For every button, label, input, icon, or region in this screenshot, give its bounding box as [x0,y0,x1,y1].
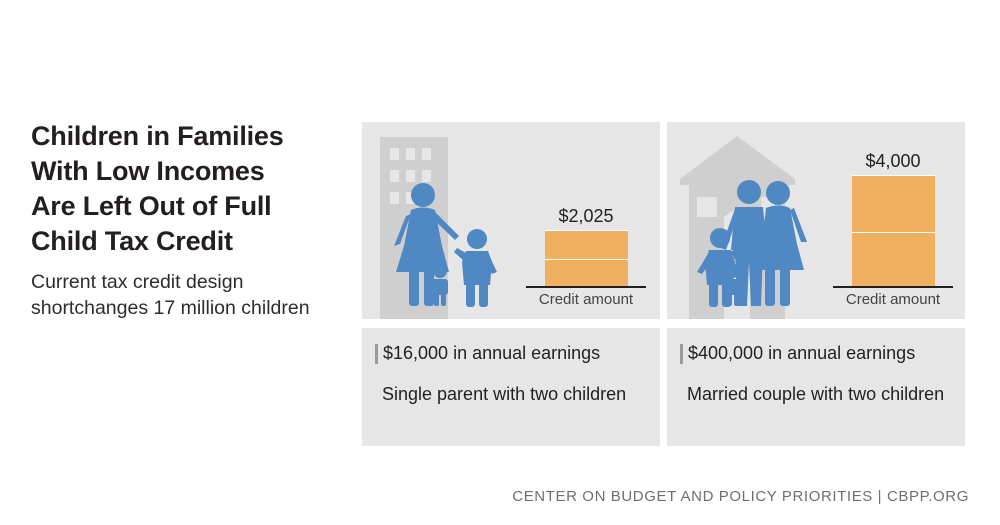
family-description: Married couple with two children [687,384,945,404]
page-title: Children in Families With Low Incomes Ar… [31,121,284,256]
toddler-icon [725,264,741,306]
credit-baseline [526,286,646,288]
family-description: Single parent with two children [382,384,627,404]
child-icon [697,228,746,307]
credit-amount-label: $2,025 [558,206,614,226]
credit-bar [545,230,628,287]
credit-bar [852,175,935,287]
credit-axis-label: Credit amount [538,291,634,308]
child-icon [454,229,497,307]
earnings-marker [680,344,683,364]
credit-amount-label: $4,000 [865,151,921,171]
married-couple-details-panel: $400,000 in annual earnings Married coup… [667,328,965,446]
credit-axis-label: Credit amount [845,291,941,308]
parent-icon [394,183,459,306]
bar-divider [852,232,935,233]
credit-baseline [833,286,953,288]
toddler-icon [432,264,448,306]
footer-credit: CENTER ON BUDGET AND POLICY PRIORITIES |… [512,488,969,505]
single-parent-illustration-panel: $2,025 Credit amount [362,122,660,319]
parent-icon [755,181,807,306]
married-couple-illustration-panel: $4,000 Credit amount [667,122,965,319]
single-parent-details-panel: $16,000 in annual earnings Single parent… [362,328,660,446]
bar-divider [545,259,628,260]
earnings-marker [375,344,378,364]
earnings-text: $16,000 in annual earnings [383,343,601,363]
married-couple-family-illustration [680,136,807,319]
page-subtitle: Current tax credit design shortchanges 1… [31,271,310,319]
earnings-text: $400,000 in annual earnings [688,343,916,363]
single-parent-family-illustration [380,137,497,319]
